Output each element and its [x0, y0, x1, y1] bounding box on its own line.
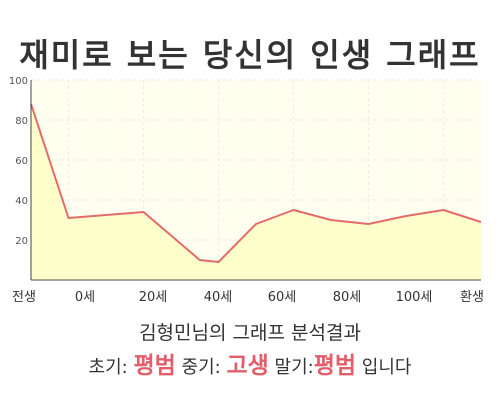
x-tick-label: 40세 [204, 290, 233, 305]
x-tick-label: 80세 [333, 290, 362, 305]
area-fill [31, 104, 481, 280]
late-value: 평범 [313, 353, 357, 379]
ending-text: 입니다 [361, 357, 412, 378]
x-tick-label: 환생 [460, 290, 484, 305]
y-tick-label: 40 [15, 196, 28, 207]
y-tick-label: 20 [15, 236, 28, 247]
series-line [30, 103, 482, 263]
y-tick-label: 60 [15, 156, 28, 167]
x-tick-label: 20세 [139, 290, 168, 305]
y-tick-label: 80 [15, 116, 28, 127]
x-tick-label: 100세 [396, 290, 433, 305]
early-label: 초기: [88, 357, 128, 378]
x-tick-label: 0세 [75, 290, 95, 305]
analysis-result: 초기: 평범 중기: 고생 말기:평범 입니다 [0, 346, 500, 380]
page-title: 재미로 보는 당신의 인생 그래프 [19, 36, 481, 74]
analysis-subtitle: 김형민님의 그래프 분석결과 [139, 322, 361, 344]
mid-label: 중기: [181, 357, 221, 378]
mid-value: 고생 [226, 353, 269, 379]
x-tick-label: 60세 [268, 290, 297, 305]
x-tick-label: 전생 [12, 290, 36, 305]
late-label: 말기: [274, 357, 314, 378]
y-tick-label: 100 [9, 76, 28, 87]
early-value: 평범 [133, 353, 176, 379]
